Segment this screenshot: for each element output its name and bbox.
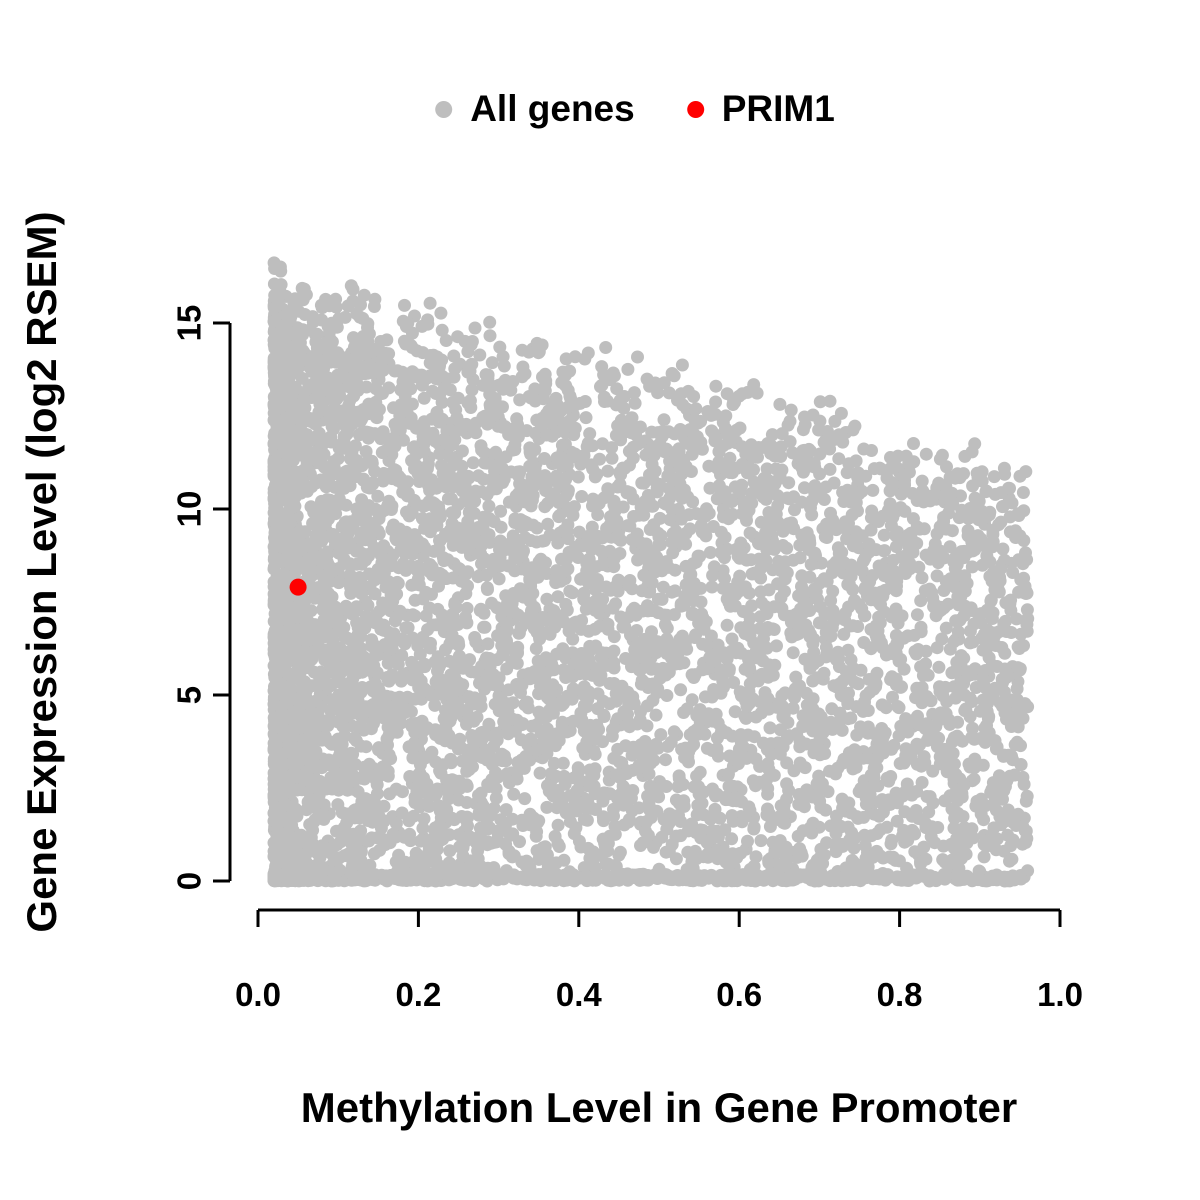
- y-tick-label: 10: [171, 491, 208, 528]
- y-axis-title: Gene Expression Level (log2 RSEM): [18, 211, 65, 933]
- x-tick-label: 0.8: [877, 976, 923, 1013]
- x-tick-label: 1.0: [1037, 976, 1083, 1013]
- legend-item-prim1: PRIM1: [686, 88, 835, 130]
- legend-item-all-genes: All genes: [435, 88, 635, 130]
- x-tick-label: 0.6: [716, 976, 762, 1013]
- y-tick-label: 5: [171, 686, 208, 704]
- y-axis: 0 5 10 15: [171, 305, 232, 890]
- all-genes-marker-icon: [435, 100, 453, 118]
- all-genes-points: [267, 256, 1035, 888]
- x-tick-label: 0.2: [395, 976, 441, 1013]
- prim1-point: [289, 578, 307, 596]
- prim1-marker-icon: [686, 100, 704, 118]
- legend-label-prim1: PRIM1: [721, 88, 835, 129]
- legend-label-all-genes: All genes: [470, 88, 635, 129]
- y-tick-label: 15: [171, 305, 208, 342]
- x-tick-label: 0.4: [556, 976, 603, 1013]
- y-tick-label: 0: [171, 872, 208, 890]
- legend: All genes PRIM1: [435, 88, 835, 130]
- x-axis: 0.0 0.2 0.4 0.6 0.8 1.0: [235, 908, 1083, 1013]
- x-tick-label: 0.0: [235, 976, 281, 1013]
- x-axis-title: Methylation Level in Gene Promoter: [300, 1084, 1018, 1131]
